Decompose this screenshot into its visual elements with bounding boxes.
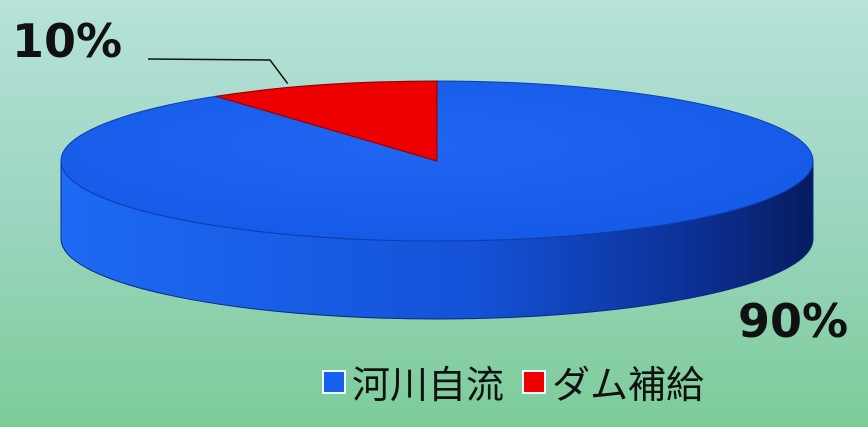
data-label-river: 90% bbox=[738, 294, 848, 348]
pie-slice-dam bbox=[215, 80, 438, 162]
legend-item-dam: ダム補給 bbox=[522, 354, 704, 409]
legend-item-river: 河川自流 bbox=[322, 354, 504, 409]
legend-label-dam: ダム補給 bbox=[552, 363, 705, 407]
legend-label-river: 河川自流 bbox=[352, 363, 505, 407]
leader-line-dam bbox=[147, 58, 289, 85]
legend-swatch-river bbox=[322, 369, 346, 394]
data-label-dam: 10% bbox=[12, 14, 122, 68]
legend-swatch-dam bbox=[522, 369, 547, 394]
legend: 河川自流 ダム補給 bbox=[322, 354, 704, 409]
